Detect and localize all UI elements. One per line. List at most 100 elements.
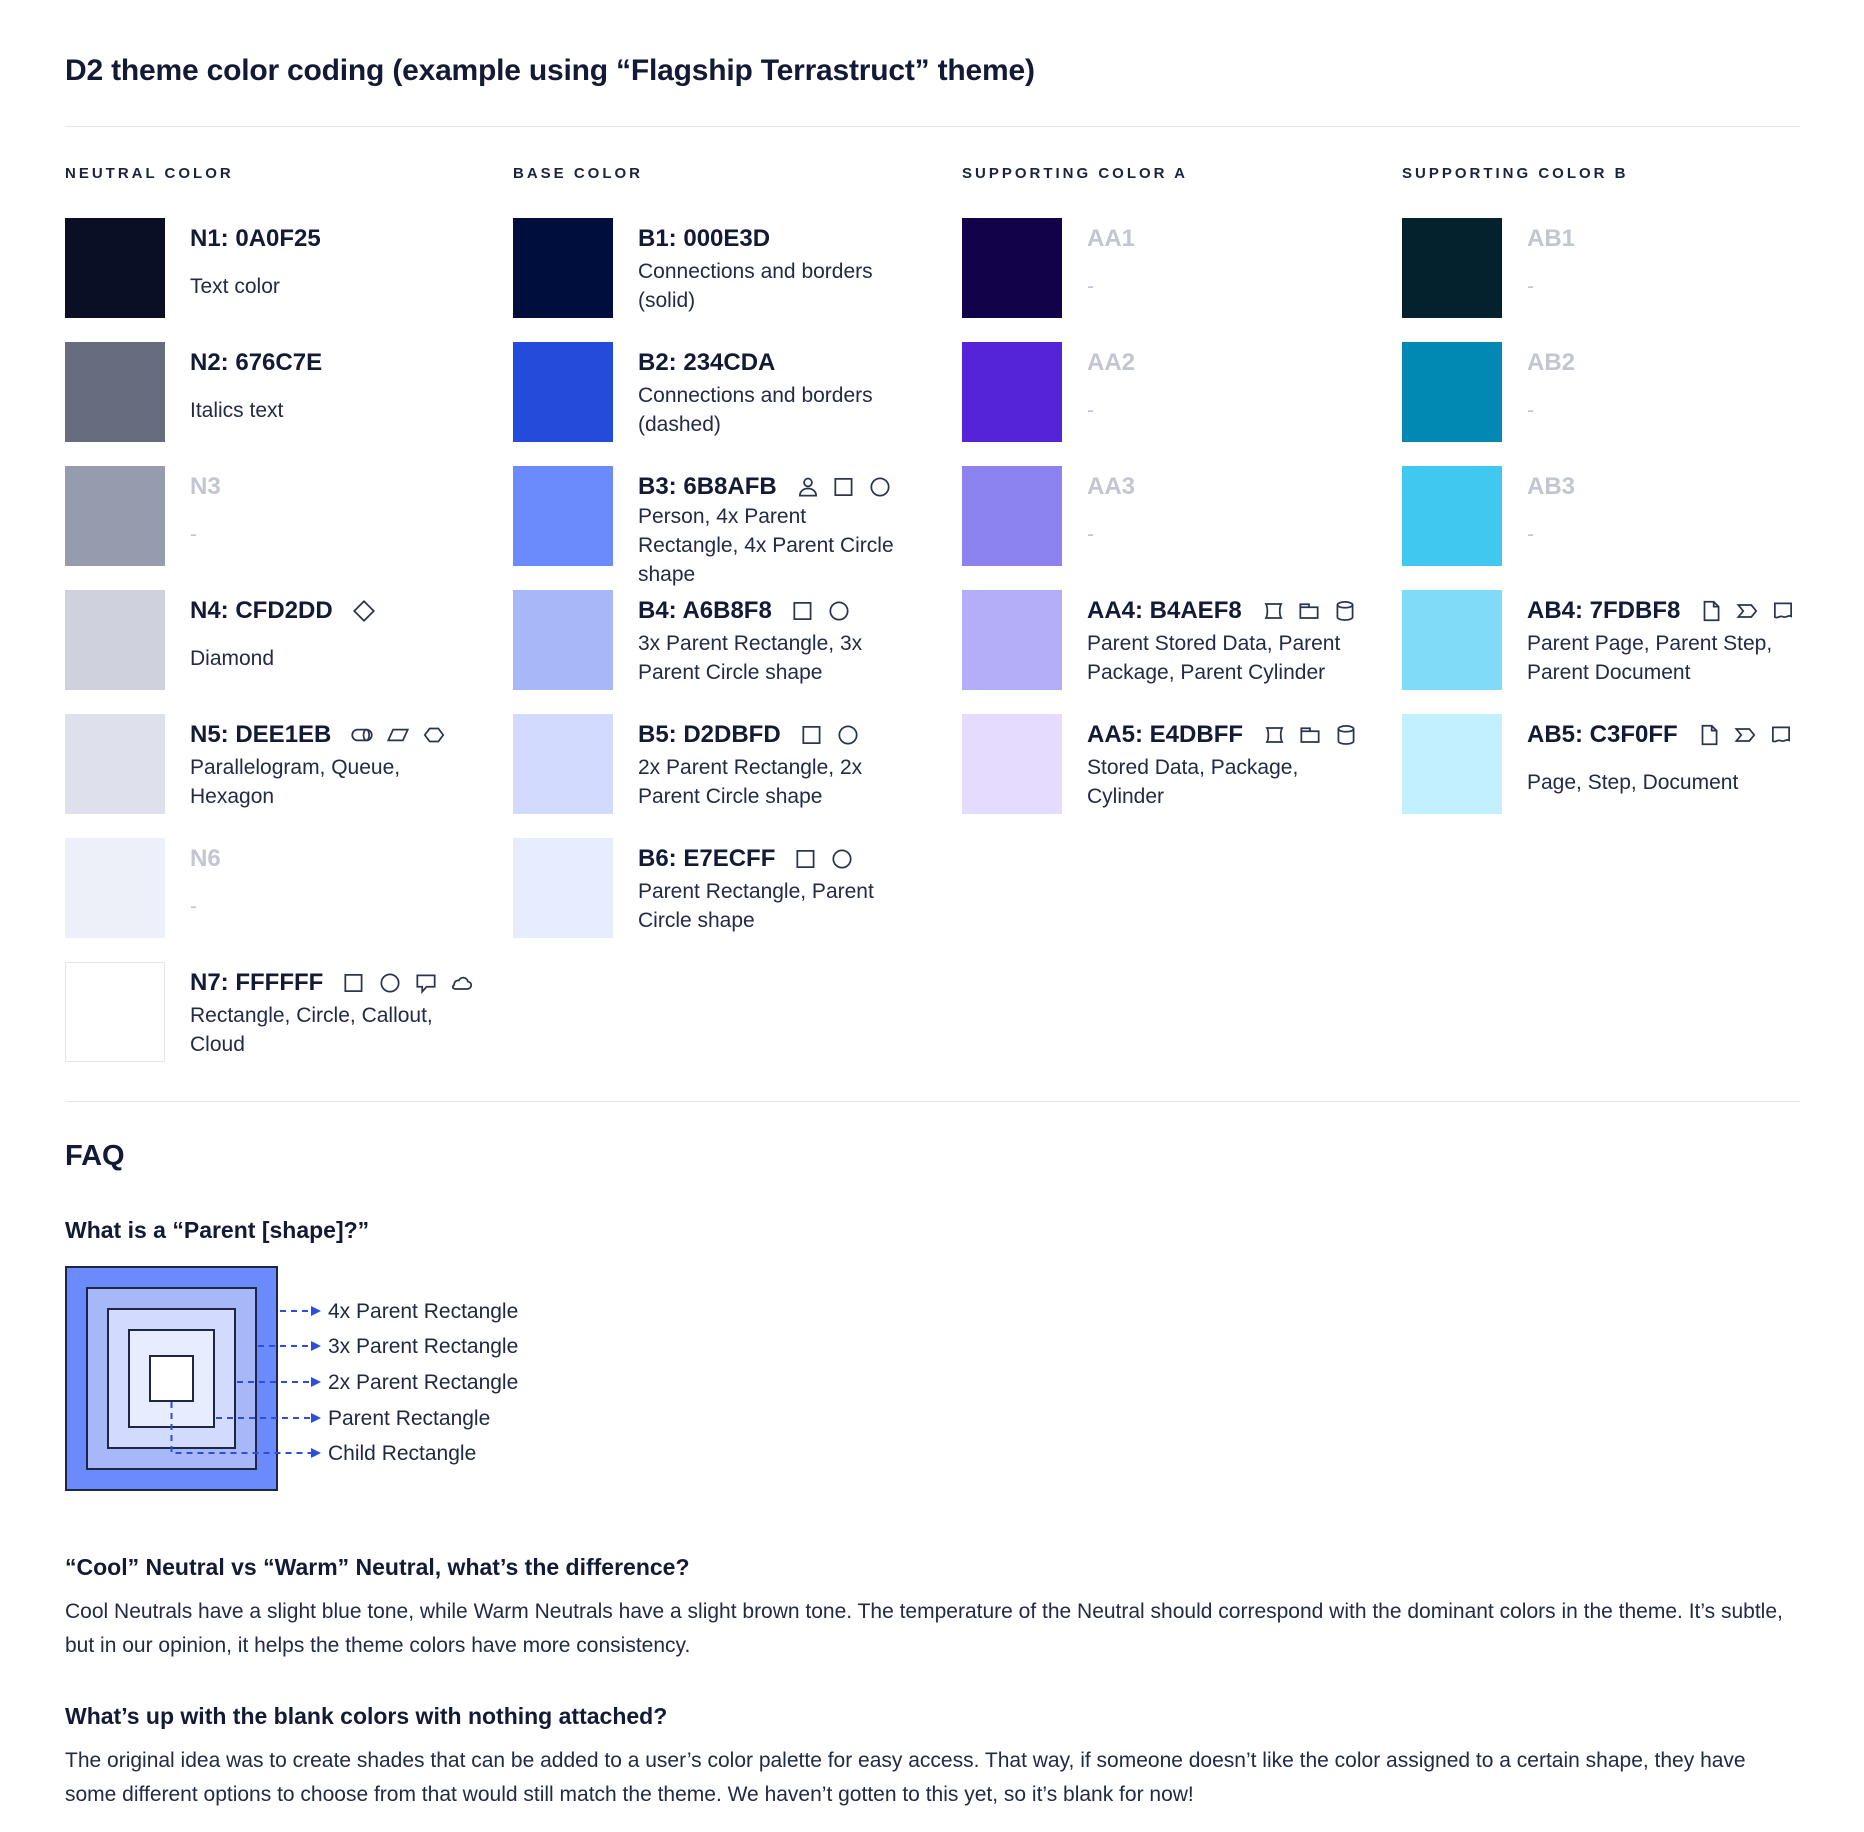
faq-answer-blank-colors: The original idea was to create shades t… [65, 1749, 1746, 1806]
palette-item-n7: N7: FFFFFF Rectangle, Circle, Callout, C… [65, 962, 513, 1062]
palette-item-n3: N3 - [65, 466, 513, 566]
color-code-label: B3: 6B8AFB [638, 473, 777, 500]
color-swatch [962, 218, 1062, 318]
color-swatch [513, 218, 613, 318]
palette-item-b1: B1: 000E3D Connections and borders (soli… [513, 218, 962, 318]
palette-item-b3: B3: 6B8AFB Person, 4x Parent Rectangle, … [513, 466, 962, 586]
divider [65, 1101, 1800, 1102]
rectangle-icon [834, 478, 853, 496]
color-code-label: N4: CFD2DD [190, 597, 333, 624]
color-swatch [1402, 714, 1502, 814]
color-usage: - [1087, 522, 1094, 546]
color-swatch [65, 590, 165, 690]
color-swatch [65, 466, 165, 566]
color-usage: - [1087, 398, 1094, 422]
color-code-label: B5: D2DBFD [638, 721, 781, 748]
color-swatch [513, 714, 613, 814]
parallelogram-icon [387, 728, 409, 742]
color-swatch [65, 714, 165, 814]
color-usage: Connections and borders (solid) [638, 260, 873, 312]
color-usage: - [1087, 274, 1094, 298]
rect-child [149, 1355, 194, 1402]
cloud-icon [452, 976, 473, 990]
color-swatch [1402, 218, 1502, 318]
color-code-label: N5: DEE1EB [190, 721, 332, 748]
callout-icon [416, 974, 436, 993]
color-usage: Parent Rectangle, Parent Circle shape [638, 880, 874, 932]
color-swatch [962, 714, 1062, 814]
palette-item-n4: N4: CFD2DD Diamond [65, 590, 513, 690]
color-code-label: AA1 [1087, 225, 1136, 252]
step-icon [1735, 728, 1755, 742]
column-header: SUPPORTING COLOR B [1402, 165, 1629, 182]
divider [65, 126, 1800, 127]
rectangle-icon [793, 602, 812, 620]
color-usage: - [190, 894, 197, 918]
palette-item-aa4: AA4: B4AEF8 Parent Stored Data, Parent P… [962, 590, 1402, 690]
color-code-label: B6: E7ECFF [638, 845, 776, 872]
color-swatch [513, 466, 613, 566]
color-usage: Text color [190, 274, 280, 298]
cylinder-icon [1337, 725, 1355, 745]
circle-icon [832, 849, 852, 869]
color-code-label: N7: FFFFFF [190, 969, 324, 996]
hexagon-icon [424, 727, 445, 743]
parent-shape-diagram: 4x Parent Rectangle 3x Parent Rectangle … [65, 1266, 518, 1491]
page-icon [1703, 600, 1720, 622]
color-swatch [1402, 590, 1502, 690]
palette-item-aa2: AA2 - [962, 342, 1402, 442]
column-supporting-color-b: SUPPORTING COLOR B AB1 - AB2 - AB3 - [1402, 165, 1800, 1086]
person-icon [798, 477, 817, 497]
rectangle-icon [802, 726, 821, 744]
color-swatch [513, 838, 613, 938]
faq-question-blank-colors: What’s up with the blank colors with not… [65, 1703, 668, 1729]
document-icon [1774, 602, 1793, 619]
color-code-label: AB4: 7FDBF8 [1527, 597, 1681, 624]
diagram-arrowheads [311, 1306, 321, 1458]
color-usage: 3x Parent Rectangle, 3x Parent Circle sh… [638, 632, 863, 684]
palette-item-n1: N1: 0A0F25 Text color [65, 218, 513, 318]
stored-data-icon [1266, 727, 1284, 743]
column-header: SUPPORTING COLOR A [962, 165, 1188, 182]
color-swatch [513, 342, 613, 442]
rectangle-icon [344, 974, 363, 992]
color-code-label: AA2 [1087, 349, 1136, 376]
page-icon [1701, 724, 1718, 746]
palette-item-b2: B2: 234CDA Connections and borders (dash… [513, 342, 962, 442]
color-code-label: N3 [190, 473, 221, 500]
palette-item-n6: N6 - [65, 838, 513, 938]
faq-heading: FAQ [65, 1140, 125, 1172]
color-swatch [65, 838, 165, 938]
color-code-label: N2: 676C7E [190, 349, 323, 376]
rectangle-icon [796, 850, 815, 868]
color-code-label: B4: A6B8F8 [638, 597, 772, 624]
circle-icon [870, 477, 890, 497]
color-usage: Diamond [190, 646, 275, 670]
color-usage: 2x Parent Rectangle, 2x Parent Circle sh… [638, 756, 863, 808]
palette-item-b6: B6: E7ECFF Parent Rectangle, Parent Circ… [513, 838, 962, 938]
package-icon [1299, 603, 1319, 619]
color-swatch [962, 342, 1062, 442]
color-code-label: AA3 [1087, 473, 1136, 500]
color-swatch [65, 342, 165, 442]
color-code-label: AB5: C3F0FF [1527, 721, 1678, 748]
color-usage: Parent Stored Data, Parent Package, Pare… [1087, 632, 1341, 684]
step-icon [1737, 604, 1758, 618]
faq-question-parent-shape: What is a “Parent [shape]?” [65, 1217, 370, 1243]
color-usage: Italics text [190, 398, 284, 422]
column-header: NEUTRAL COLOR [65, 165, 234, 182]
palette-item-b5: B5: D2DBFD 2x Parent Rectangle, 2x Paren… [513, 714, 962, 814]
circle-icon [380, 973, 400, 993]
color-swatch [1402, 342, 1502, 442]
column-header: BASE COLOR [513, 165, 644, 182]
color-swatch [1402, 466, 1502, 566]
palette-item-b4: B4: A6B8F8 3x Parent Rectangle, 3x Paren… [513, 590, 962, 690]
diagram-arrows [170, 1310, 311, 1454]
cylinder-icon [1336, 601, 1354, 621]
palette-item-ab2: AB2 - [1402, 342, 1800, 442]
page-title: D2 theme color coding (example using “Fl… [65, 54, 1035, 87]
diagram-label: 3x Parent Rectangle [328, 1335, 518, 1358]
color-usage: - [1527, 398, 1534, 422]
color-swatch [962, 466, 1062, 566]
circle-icon [829, 601, 849, 621]
